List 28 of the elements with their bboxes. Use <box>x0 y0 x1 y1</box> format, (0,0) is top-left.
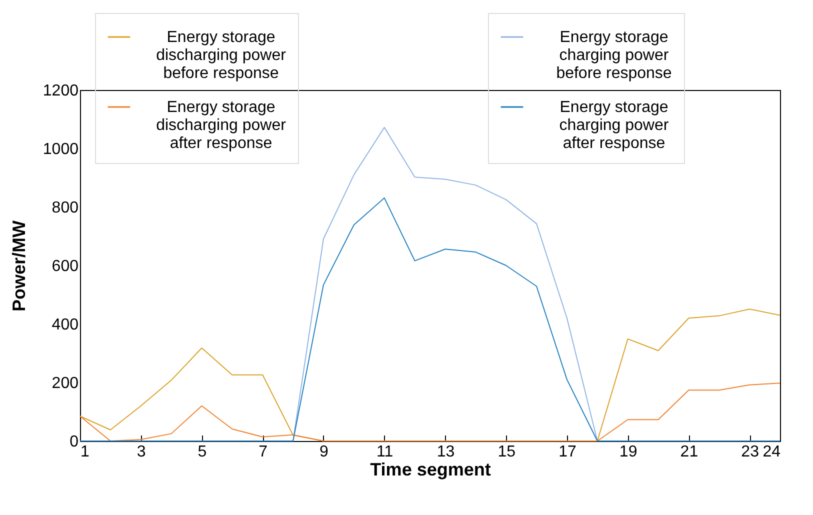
x-tick-label: 7 <box>258 444 268 460</box>
x-axis-title: Time segment <box>370 460 491 480</box>
x-tick-label: 19 <box>619 444 638 460</box>
y-tick-label: 400 <box>52 316 79 334</box>
x-tick-label: 24 <box>762 444 781 460</box>
x-tick-label: 9 <box>320 444 329 460</box>
y-tick-label: 0 <box>70 434 79 450</box>
x-tick-label: 3 <box>136 444 146 460</box>
line-series <box>80 197 780 442</box>
x-tick-label: 17 <box>558 444 576 460</box>
x-tick-label: 11 <box>376 444 394 460</box>
legend-label: Energy storage charging power after response <box>559 99 670 152</box>
y-tick-label: 200 <box>52 375 79 392</box>
x-tick-label: 13 <box>436 444 455 460</box>
line-series <box>80 382 780 442</box>
x-tick-label: 21 <box>680 444 698 460</box>
y-axis-title: Power/MW <box>8 220 29 312</box>
x-tick-label: 1 <box>80 444 90 460</box>
y-tick-label: 1200 <box>42 82 79 100</box>
x-tick-label: 15 <box>498 444 516 460</box>
legend-label: Energy storage discharging power before response <box>156 29 287 82</box>
y-tick-label: 600 <box>52 258 79 275</box>
y-tick-label: 1000 <box>42 141 79 158</box>
x-tick-label: 5 <box>198 444 207 460</box>
legend-label: Energy storage discharging power after response <box>156 99 287 152</box>
legend-label: Energy storage charging power before response <box>556 29 672 82</box>
y-tick-label: 800 <box>52 200 79 216</box>
x-tick-label: 23 <box>741 444 760 460</box>
